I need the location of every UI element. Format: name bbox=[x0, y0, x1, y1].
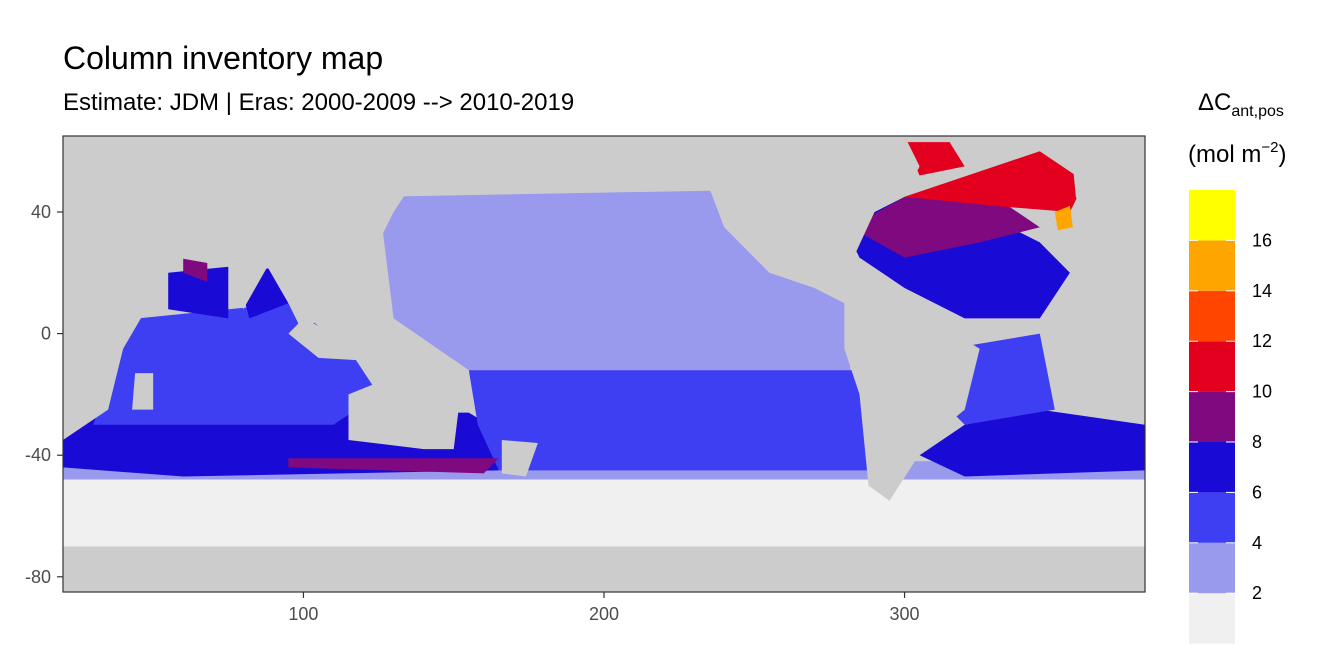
land-australia bbox=[348, 370, 460, 450]
ocean-region-south-atlantic-6 bbox=[919, 409, 1145, 477]
legend-break-label: 12 bbox=[1252, 331, 1272, 351]
chart-subtitle: Estimate: JDM | Eras: 2000-2009 --> 2010… bbox=[63, 89, 575, 116]
y-tick-label: -40 bbox=[25, 445, 51, 465]
x-tick-label: 100 bbox=[288, 604, 318, 624]
legend-title: ΔCant,pos bbox=[1198, 89, 1284, 120]
map-layer bbox=[63, 136, 1145, 592]
land-south-america bbox=[844, 303, 980, 501]
ocean-region-arabian-8 bbox=[183, 257, 208, 282]
y-tick-label: 40 bbox=[31, 202, 51, 222]
legend-swatch bbox=[1189, 240, 1235, 291]
legend-break-label: 6 bbox=[1252, 482, 1262, 502]
ocean-region-labrador-10 bbox=[904, 142, 965, 176]
land-north-america bbox=[709, 136, 920, 304]
legend-swatch bbox=[1189, 290, 1235, 342]
ocean-region-arabian-sea-6 bbox=[168, 266, 229, 319]
land-africa-eurasia bbox=[63, 136, 424, 440]
legend-swatch bbox=[1189, 492, 1235, 543]
y-tick-label: -80 bbox=[25, 567, 51, 587]
y-tick-label: 0 bbox=[41, 324, 51, 344]
legend-break-label: 4 bbox=[1252, 533, 1262, 553]
ocean-region-nordic-14 bbox=[1054, 205, 1073, 231]
legend-break-label: 8 bbox=[1252, 432, 1262, 452]
legend-swatch bbox=[1189, 542, 1235, 594]
land-antarctica bbox=[63, 546, 1145, 592]
ocean-region-south-tasman-8 bbox=[288, 458, 499, 474]
legend-break-label: 2 bbox=[1252, 583, 1262, 603]
y-axis: 40 0 -40 -80 bbox=[25, 202, 63, 587]
legend-unit: (mol m−2) bbox=[1188, 139, 1286, 168]
land-europe-east bbox=[1069, 136, 1145, 243]
legend-break-label: 14 bbox=[1252, 281, 1272, 301]
chart-title: Column inventory map bbox=[63, 40, 384, 76]
x-tick-label: 300 bbox=[890, 604, 920, 624]
ocean-region-south-pacific-4 bbox=[468, 370, 869, 471]
legend-bins: 2 4 6 8 10 12 14 16 bbox=[1189, 190, 1272, 644]
x-tick-label: 200 bbox=[589, 604, 619, 624]
x-axis: 100 200 300 bbox=[288, 592, 920, 624]
land-greenland-europe bbox=[958, 136, 1040, 158]
land-new-zealand bbox=[501, 440, 538, 477]
ocean-region-north-atlantic-8 bbox=[850, 196, 1040, 258]
ocean-region-north-atlantic-10 bbox=[904, 151, 1085, 212]
legend-break-label: 10 bbox=[1252, 382, 1272, 402]
legend-swatch bbox=[1189, 341, 1235, 392]
legend: ΔCant,pos (mol m−2) 2 4 6 8 10 12 14 16 bbox=[1188, 89, 1286, 644]
legend-swatch bbox=[1189, 442, 1235, 493]
land-madagascar bbox=[132, 373, 154, 410]
legend-swatch bbox=[1189, 593, 1235, 644]
land-indonesia bbox=[288, 318, 424, 364]
legend-break-label: 16 bbox=[1252, 230, 1272, 250]
legend-swatch bbox=[1189, 391, 1235, 442]
legend-swatch bbox=[1189, 190, 1235, 241]
